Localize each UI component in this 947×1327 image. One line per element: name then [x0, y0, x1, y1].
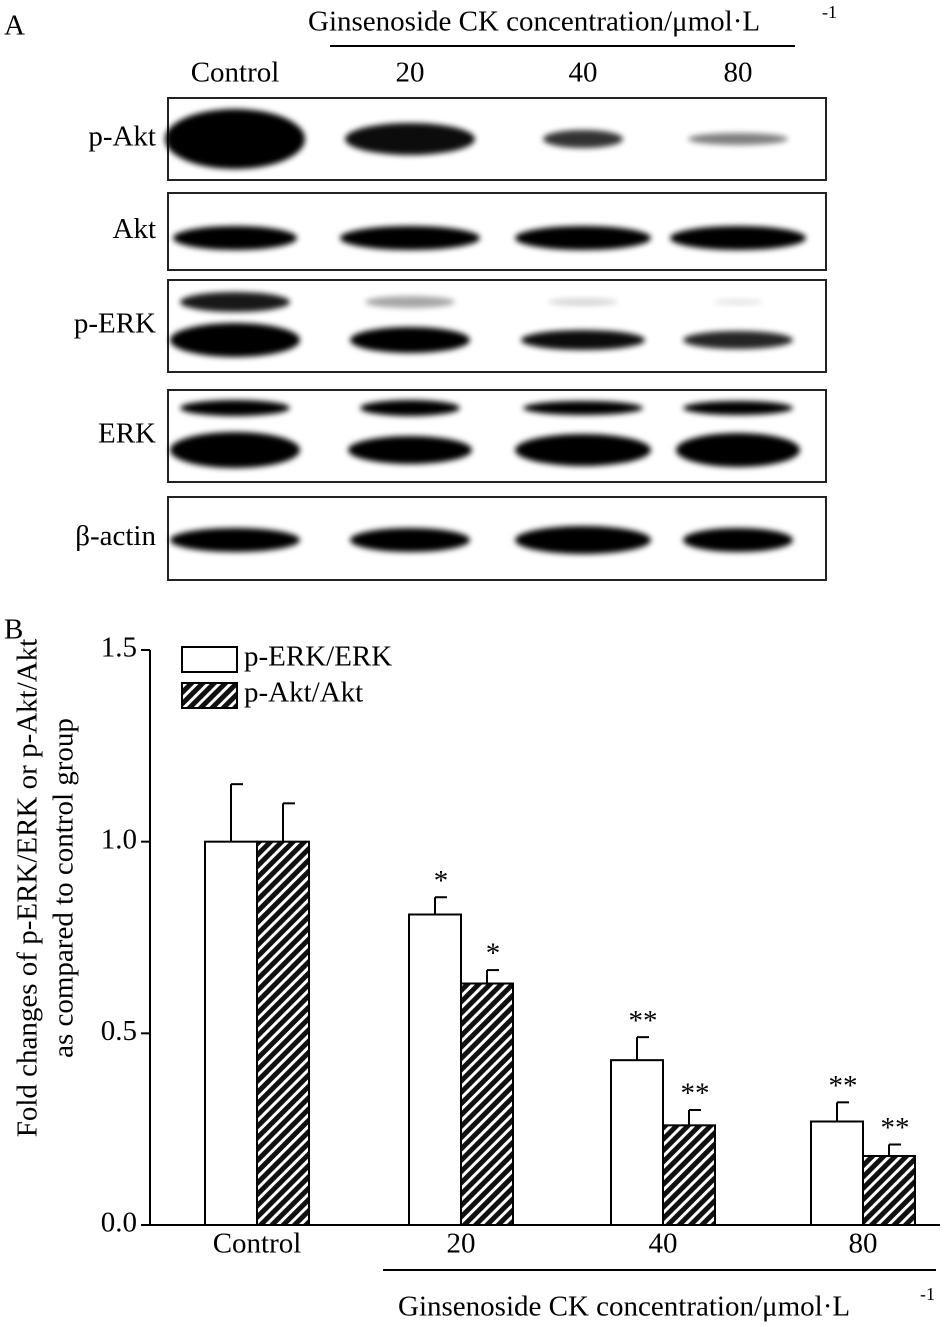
band [713, 299, 763, 305]
legend-swatch [181, 646, 238, 673]
x-tick-label: 20 [447, 1228, 476, 1260]
x-axis-label-sup: -1 [920, 1284, 935, 1304]
band [515, 226, 651, 250]
band [676, 433, 800, 467]
x-tick-label: Control [213, 1228, 302, 1260]
header: Ginsenoside CK concentration/μmol·L [308, 6, 760, 38]
row-label: ERK [98, 418, 156, 450]
x-axis-label: Ginsenoside CK concentration/μmol·L [398, 1291, 850, 1323]
x-tick-label: 80 [849, 1228, 878, 1260]
row-label: p-ERK [74, 308, 156, 340]
row-label: β-actin [75, 520, 156, 552]
band [180, 400, 290, 416]
row-label: p-Akt [88, 121, 156, 153]
bar [610, 1059, 664, 1226]
band [688, 133, 788, 145]
band [521, 330, 645, 350]
band [350, 327, 470, 353]
blots: p-Akt Akt p-ERK ERK β-actin [74, 97, 827, 581]
band [683, 331, 793, 349]
band [548, 298, 618, 306]
legend-label: p-ERK/ERK [244, 641, 392, 673]
bar [204, 840, 258, 1227]
y-tick-label: 1.5 [101, 632, 137, 664]
y-tick-label: 1.0 [101, 823, 137, 855]
band [360, 400, 460, 416]
band [365, 296, 455, 308]
significance-label: ** [681, 1078, 710, 1110]
band [345, 123, 475, 155]
band [683, 401, 793, 415]
band [170, 323, 300, 357]
y-axis-label: Fold changes of p-ERK/ERK or p-Akt/Akt [12, 639, 44, 1138]
significance-label: * [434, 865, 449, 897]
band [170, 528, 300, 552]
bar [662, 1124, 716, 1227]
legend-swatch [181, 682, 238, 709]
panel-label: A [4, 10, 25, 42]
blot-box [167, 279, 827, 373]
legend-label: p-Akt/Akt [244, 677, 363, 709]
band [340, 226, 480, 250]
y-axis-label: as compared to control group [48, 718, 80, 1058]
band [523, 401, 643, 415]
band [170, 432, 300, 468]
band [180, 292, 290, 312]
band [350, 528, 470, 552]
bar [256, 840, 310, 1227]
x-tick-label: 40 [649, 1228, 678, 1260]
bar [862, 1155, 916, 1226]
band [543, 130, 623, 148]
bar [810, 1120, 864, 1226]
bar [460, 982, 514, 1226]
y-tick-label: 0.5 [101, 1015, 137, 1047]
significance-label: ** [881, 1112, 910, 1144]
y-tick-label: 0.0 [101, 1207, 137, 1239]
significance-label: ** [629, 1005, 658, 1037]
lane-label: 20 [396, 57, 425, 89]
band [348, 436, 472, 464]
significance-label: ** [829, 1070, 858, 1102]
band [173, 226, 297, 250]
significance-label: * [486, 938, 501, 970]
band [515, 434, 651, 466]
header-sup: -1 [822, 2, 837, 22]
lane-label: Control [191, 57, 280, 89]
band [670, 226, 806, 250]
bar [408, 913, 462, 1226]
lane-label: 80 [724, 57, 753, 89]
panel-label: B [4, 614, 23, 646]
row-label: Akt [113, 213, 157, 245]
band [165, 109, 305, 169]
lane-label: 40 [569, 57, 598, 89]
band [683, 528, 793, 552]
band [515, 526, 651, 554]
